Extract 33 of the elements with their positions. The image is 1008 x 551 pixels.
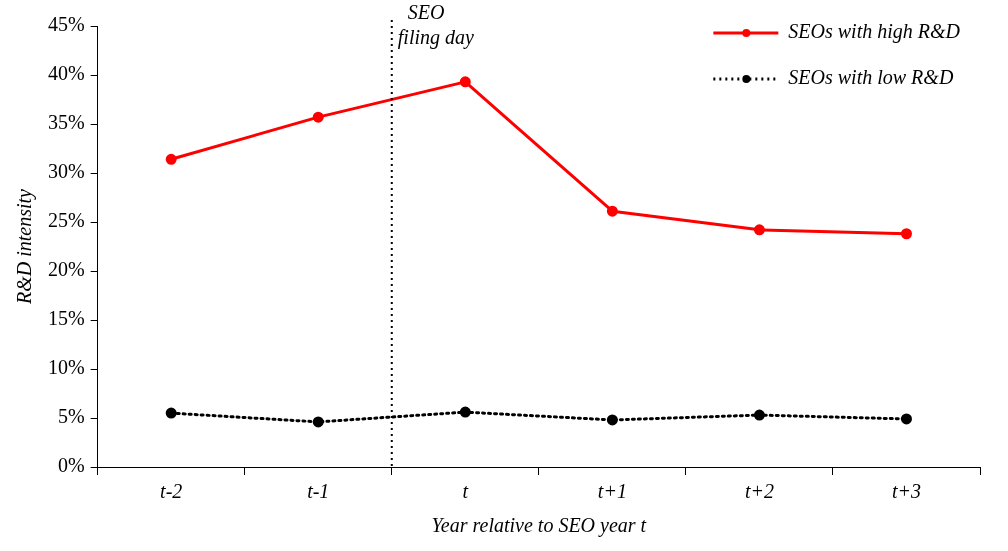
x-tick-label: t+2 (744, 480, 774, 503)
y-tick-label: 5% (57, 405, 85, 428)
y-tick-label: 15% (47, 307, 85, 330)
legend-label: SEOs with low R&D (788, 66, 954, 89)
y-tick-label: 30% (47, 160, 85, 183)
point (459, 76, 471, 88)
y-tick-label: 25% (47, 209, 85, 232)
y-tick-label: 35% (47, 111, 85, 134)
y-axis-title: R&D intensity (13, 188, 37, 305)
y-tick-label: 45% (47, 13, 85, 36)
point (900, 228, 912, 240)
point (753, 409, 765, 421)
point (312, 416, 324, 428)
legend-label: SEOs with high R&D (788, 20, 961, 44)
x-tick-label: t-2 (160, 480, 183, 503)
y-tick-label: 0% (57, 454, 85, 477)
point (753, 224, 765, 236)
point (165, 153, 177, 165)
annotation: SEO filing day (397, 1, 474, 50)
y-tick-label: 20% (47, 258, 85, 281)
point (312, 111, 324, 123)
point (165, 407, 177, 419)
x-tick-label: t+3 (891, 480, 921, 503)
y-tick-label: 10% (47, 356, 85, 379)
y-tick-label: 40% (47, 62, 85, 85)
point (459, 406, 471, 418)
point (606, 414, 618, 426)
point (900, 413, 912, 425)
x-axis-title: Year relative to SEO year t (431, 514, 647, 538)
x-tick-label: t-1 (307, 480, 330, 503)
point (606, 205, 618, 217)
x-tick-label: t+1 (597, 480, 627, 503)
x-tick-label: t (462, 480, 469, 503)
